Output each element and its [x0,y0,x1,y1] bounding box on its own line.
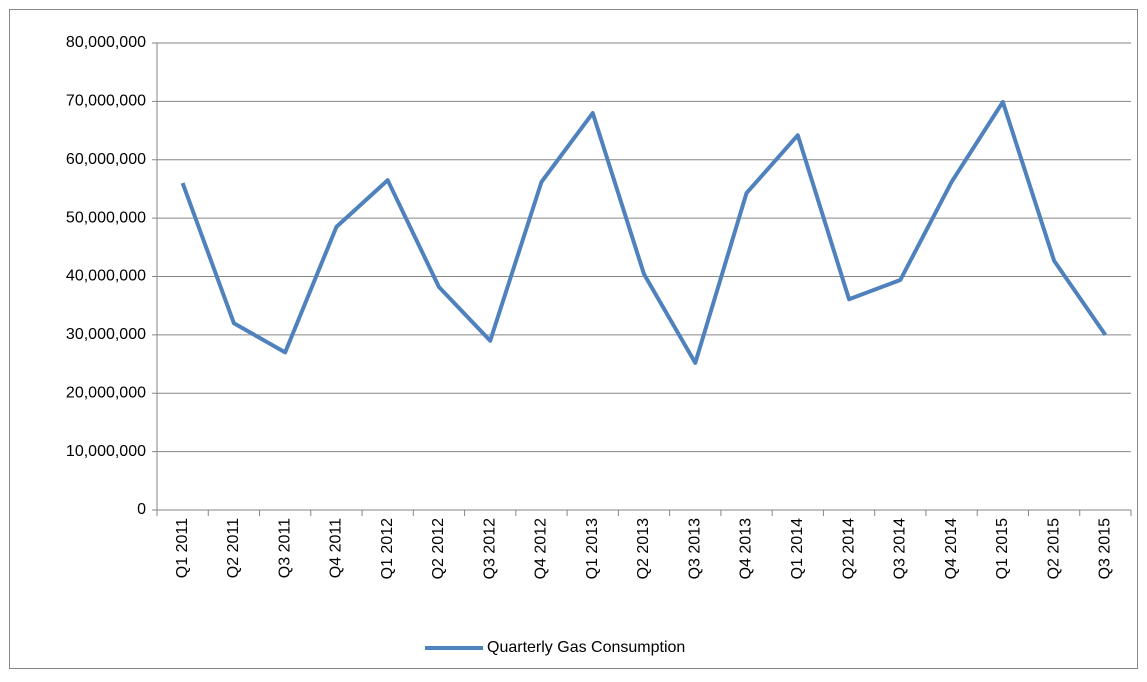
x-tick-label: Q3 2013 [686,518,703,579]
x-tick-label: Q2 2014 [840,518,857,579]
x-tick-label: Q4 2014 [943,518,960,579]
y-tick-label: 20,000,000 [66,384,146,401]
y-tick-label: 60,000,000 [66,151,146,168]
legend-label: Quarterly Gas Consumption [487,639,685,656]
line-series [180,99,1108,365]
x-tick-label: Q1 2011 [174,518,191,578]
y-tick-label: 80,000,000 [66,34,146,51]
x-tick-label: Q2 2013 [635,518,652,579]
x-tick-label: Q4 2013 [738,518,755,579]
x-tick-label: Q3 2014 [892,518,909,579]
x-tick-label: Q1 2015 [994,518,1011,579]
y-tick-label: 10,000,000 [66,443,146,460]
y-tick-label: 50,000,000 [66,209,146,226]
x-tick-label: Q1 2012 [379,518,396,579]
x-tick-label: Q2 2015 [1045,518,1062,579]
x-tick-label: Q1 2014 [789,518,806,579]
y-tick-label: 40,000,000 [66,268,146,285]
chart-border [9,9,1138,669]
x-tick-label: Q2 2011 [225,518,242,578]
x-tick-label: Q3 2015 [1097,518,1114,579]
x-tick-label: Q3 2011 [276,518,293,578]
x-tick-label: Q4 2012 [533,518,550,579]
y-tick-label: 0 [137,501,146,518]
x-tick-label: Q1 2013 [584,518,601,579]
y-tick-label: 30,000,000 [66,326,146,343]
x-tick-label: Q2 2012 [430,518,447,579]
x-tick-label: Q4 2011 [328,518,345,578]
x-tick-label: Q3 2012 [481,518,498,579]
y-tick-label: 70,000,000 [66,93,146,110]
